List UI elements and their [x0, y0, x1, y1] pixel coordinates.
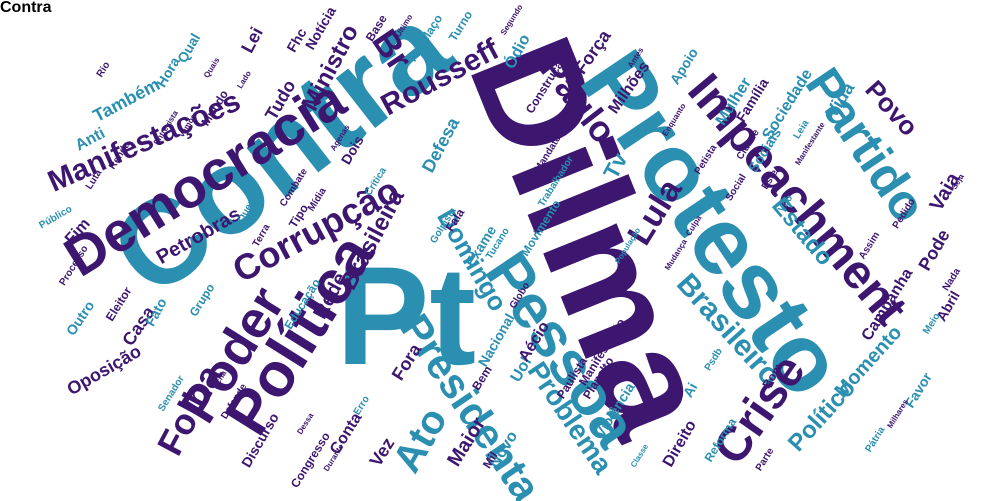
word-meio: Meio: [920, 311, 943, 337]
word-lei: Lei: [237, 23, 267, 57]
word-milhares: Milhares: [885, 397, 911, 430]
word-segundo: Segundo: [498, 2, 525, 37]
word-patria: Pátria: [863, 425, 888, 455]
word-nada: Nada: [940, 266, 963, 294]
word-qual: Qual: [173, 30, 203, 66]
word-vez: Vez: [365, 433, 399, 471]
word-apoio: Apoio: [666, 44, 702, 88]
word-pode: Pode: [914, 225, 954, 275]
word-erro: Erro: [351, 394, 372, 418]
word-tambem: Também: [89, 74, 163, 126]
word-dessa: Dessa: [295, 411, 316, 437]
word-eleitor: Eleitor: [102, 284, 135, 324]
word-classe: Classe: [628, 442, 651, 470]
word-pt: Pt: [336, 237, 476, 394]
word-quais: Quais: [201, 55, 222, 80]
word-ato: Ato: [384, 400, 456, 480]
word-oposicao: Oposição: [63, 340, 145, 400]
word-contra-small: Contra: [0, 0, 52, 16]
word-rio: Rio: [94, 59, 113, 80]
word-defesa: Defesa: [417, 114, 463, 176]
word-outro: Outro: [62, 297, 98, 339]
word-turno: Turno: [445, 8, 475, 44]
word-congresso: Congresso: [287, 429, 333, 491]
word-nacional: Nacional: [474, 310, 518, 370]
